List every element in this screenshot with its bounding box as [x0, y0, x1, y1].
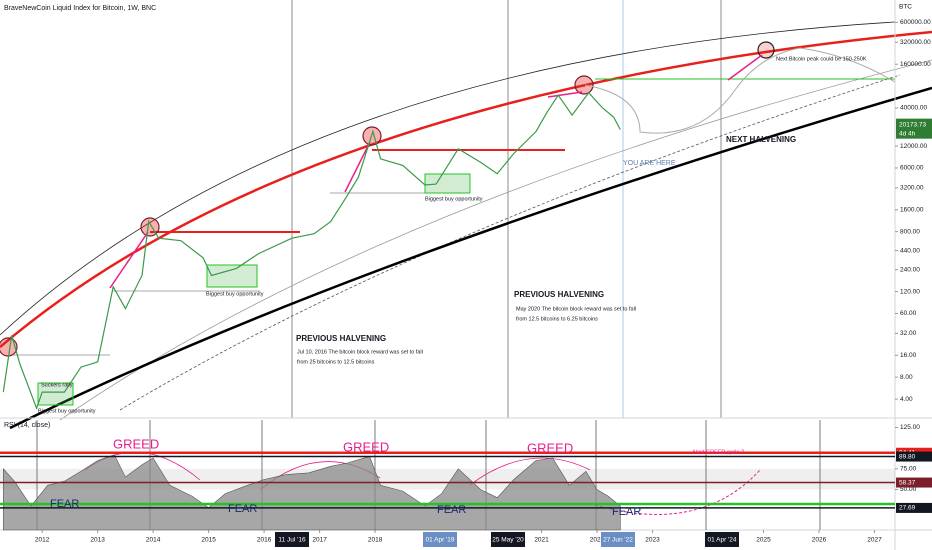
y-tick-label: 120.00 [900, 288, 920, 295]
date-marker-bg [423, 532, 457, 547]
y-tick-label: 160000.00 [900, 61, 931, 68]
y-tick-label: 4.00 [900, 396, 913, 403]
x-tick-label: 2021 [534, 537, 549, 544]
peak-circle [574, 75, 594, 95]
annotation: NEXT HALVENING [726, 135, 796, 144]
mid-curve [59, 59, 932, 421]
annotation: Biggest buy opportunity [425, 196, 483, 202]
date-marker-bg [491, 532, 525, 547]
rsi-annotation: FEAR [228, 503, 257, 515]
rally-line [344, 141, 371, 193]
last-price: 20173.73 [899, 121, 926, 128]
annotation: Suckers rally [41, 382, 73, 388]
buy-box [37, 382, 74, 406]
rsi-annotation: GREED [343, 439, 389, 454]
unit-label: BTC [899, 4, 912, 11]
x-tick-label: 2013 [90, 537, 105, 544]
x-tick-label: 2018 [368, 537, 383, 544]
x-tick-label: 2026 [812, 537, 827, 544]
x-tick-label: 2027 [867, 537, 882, 544]
annotation: from 12.5 bitcoins to 6.25 bitcoins [516, 316, 598, 322]
rsi-annotation: FEAR [50, 498, 79, 510]
y-tick-label: 600000.00 [900, 19, 931, 26]
annotation: Biggest buy opportunity [38, 408, 96, 414]
y-tick-label: 16.00 [900, 352, 917, 359]
rsi-annotation: FEAR [612, 506, 641, 518]
x-tick-label: 2012 [35, 537, 50, 544]
rsi-tick-label: 50.00 [900, 486, 917, 493]
rsi-level-tag [896, 477, 932, 488]
date-marker: 01 Apr '24 [707, 537, 736, 544]
date-marker-bg [275, 532, 309, 547]
annotation: May 2020 The bitcoin block reward was se… [516, 306, 636, 312]
y-tick-label: 40000.00 [900, 105, 927, 112]
y-tick-label: 800.00 [900, 228, 920, 235]
rally-line [109, 231, 149, 289]
next-cycle-arc [594, 469, 761, 515]
rally-line [727, 54, 763, 81]
rsi-tick-label: 75.00 [900, 466, 917, 473]
upper-curve [0, 21, 896, 336]
last-price-tag [896, 118, 932, 139]
annotation: Next Bitcoin peak could be 150-250K [776, 56, 867, 62]
rally-line [547, 91, 583, 98]
annotation: YOU ARE HERE [623, 160, 676, 167]
price-line [2, 91, 621, 410]
peak-circle [0, 337, 18, 357]
y-tick-label: 440.00 [900, 247, 920, 254]
projection [584, 47, 896, 134]
date-marker: 11 Jul '16 [278, 537, 306, 544]
buy-box [206, 264, 258, 288]
x-tick-label: 2015 [201, 537, 216, 544]
x-tick-label: 2017 [312, 537, 327, 544]
annotation: Biggest buy opportunity [206, 291, 264, 297]
y-tick-label: 32.00 [900, 330, 917, 337]
x-tick-label: 2023 [645, 537, 660, 544]
rsi-level-label: 58.37 [899, 479, 916, 486]
rsi-tick-label: 125.00 [900, 424, 920, 431]
y-tick-label: 3200.00 [900, 185, 924, 192]
x-tick-label: 2016 [257, 537, 272, 544]
support-curve [9, 86, 932, 430]
y-tick-label: 6000.00 [900, 165, 924, 172]
x-tick-label: 2022 [590, 537, 605, 544]
rsi-level-tag [896, 502, 932, 513]
dashed-curve [119, 74, 901, 411]
rsi-annotation: Next GREED cycle ? [693, 449, 744, 455]
rsi-annotation: GREED [527, 440, 573, 455]
y-tick-label: 240.00 [900, 266, 920, 273]
rsi-annotation: FEAR [437, 504, 466, 516]
rsi-level-label: 27.69 [899, 505, 916, 512]
chart-title: BraveNewCoin Liquid Index for Bitcoin, 1… [4, 5, 156, 12]
annotation: PREVIOUS HALVENING [514, 290, 604, 299]
annotation: Jul 10, 2016 The bitcoin block reward wa… [297, 349, 423, 355]
x-tick-label: 2014 [146, 537, 161, 544]
y-tick-label: 320000.00 [900, 39, 931, 46]
date-marker: 01 Apr '19 [425, 537, 454, 544]
red-curve [0, 30, 932, 348]
rsi-band [0, 468, 895, 490]
date-marker: 27 Jun '22 [603, 537, 633, 544]
annotation: PREVIOUS HALVENING [296, 334, 386, 343]
date-marker-bg [601, 532, 635, 547]
rsi-area [3, 454, 621, 531]
countdown: 4d 4h [899, 130, 916, 137]
y-tick-label: 1600.00 [900, 206, 924, 213]
date-marker: 25 May '20 [492, 537, 524, 544]
rsi-level-tag [896, 451, 932, 462]
rsi-level-label: 89.80 [899, 453, 916, 460]
y-tick-label: 60.00 [900, 310, 917, 317]
y-tick-label: 8.00 [900, 374, 913, 381]
rsi-annotation: GREED [113, 436, 159, 451]
y-tick-label: 12000.00 [900, 143, 927, 150]
date-marker-bg [705, 532, 739, 547]
annotation: from 25 bitcoins to 12.5 bitcoins [297, 359, 375, 365]
x-tick-label: 2025 [756, 537, 771, 544]
peak-circle [757, 41, 775, 59]
rsi-title: RSI (14, close) [4, 422, 50, 429]
buy-box [424, 173, 471, 194]
